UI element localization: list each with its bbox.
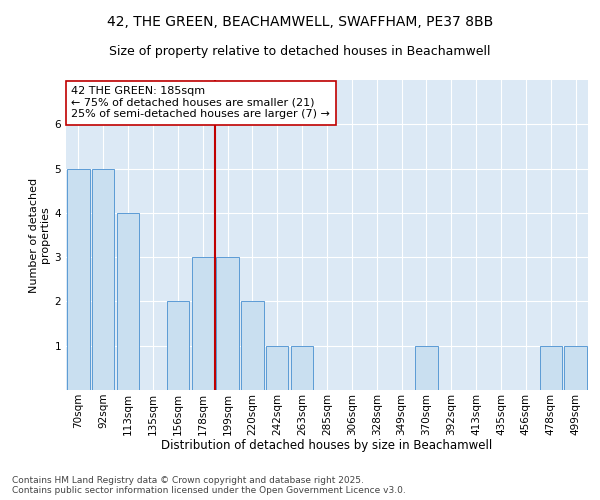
- Bar: [217, 257, 239, 390]
- Bar: [539, 346, 562, 390]
- Text: Contains HM Land Registry data © Crown copyright and database right 2025.
Contai: Contains HM Land Registry data © Crown c…: [12, 476, 406, 495]
- Bar: [67, 168, 89, 390]
- Bar: [266, 346, 289, 390]
- Text: 42 THE GREEN: 185sqm
← 75% of detached houses are smaller (21)
25% of semi-detac: 42 THE GREEN: 185sqm ← 75% of detached h…: [71, 86, 330, 120]
- Bar: [241, 302, 263, 390]
- Bar: [291, 346, 313, 390]
- Bar: [117, 213, 139, 390]
- Bar: [191, 257, 214, 390]
- Bar: [565, 346, 587, 390]
- Y-axis label: Number of detached
properties: Number of detached properties: [29, 178, 50, 292]
- X-axis label: Distribution of detached houses by size in Beachamwell: Distribution of detached houses by size …: [161, 439, 493, 452]
- Bar: [167, 302, 189, 390]
- Bar: [415, 346, 437, 390]
- Bar: [92, 168, 115, 390]
- Text: Size of property relative to detached houses in Beachamwell: Size of property relative to detached ho…: [109, 45, 491, 58]
- Text: 42, THE GREEN, BEACHAMWELL, SWAFFHAM, PE37 8BB: 42, THE GREEN, BEACHAMWELL, SWAFFHAM, PE…: [107, 15, 493, 29]
